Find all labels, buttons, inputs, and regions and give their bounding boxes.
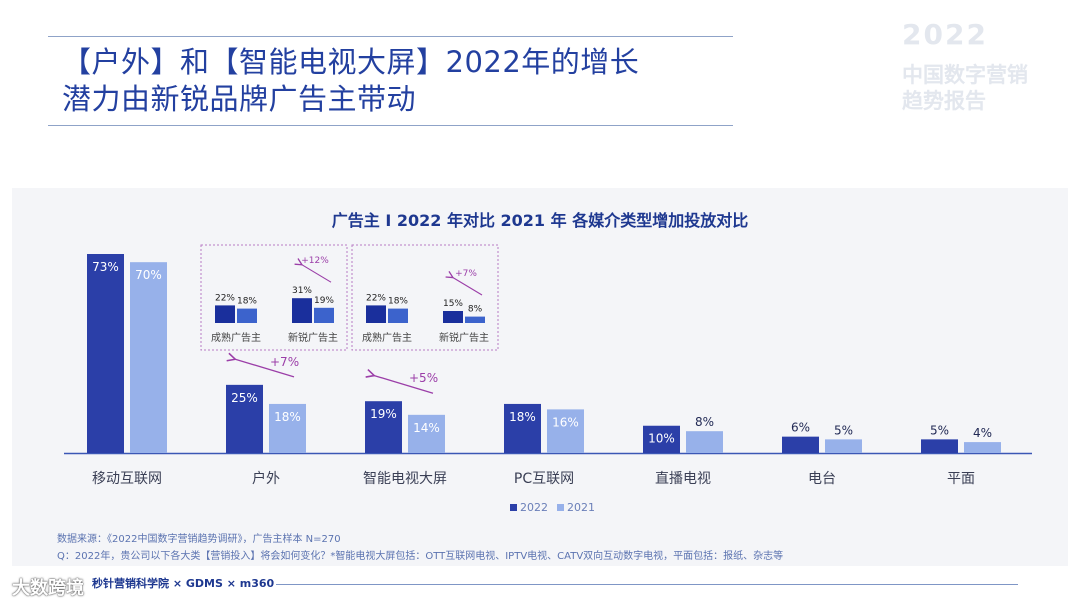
growth-arrow-0 xyxy=(234,359,295,378)
data-label-2021-2: 14% xyxy=(413,421,440,435)
inset-1-delta-1: +7% xyxy=(455,269,477,279)
legend-label-2022: 2022 xyxy=(520,501,548,514)
inset-0-label-1-0: 31% xyxy=(292,286,312,296)
inset-0-group-label-0: 成熟广告主 xyxy=(211,331,261,344)
inset-0-bar-1-0 xyxy=(292,298,312,323)
data-label-2021-0: 70% xyxy=(135,268,162,282)
title-top-rule xyxy=(48,36,733,37)
x-tick-label-3: PC互联网 xyxy=(514,471,574,487)
data-label-2022-0: 73% xyxy=(92,260,119,274)
page-title-line-2: 潜力由新锐品牌广告主带动 xyxy=(62,82,417,116)
bar-2021-3 xyxy=(547,409,584,453)
x-tick-label-5: 电台 xyxy=(808,471,836,487)
data-source-note: 数据来源：《2022中国数字营销趋势调研》，广告主样本 N=270 xyxy=(57,534,341,545)
bar-2022-1 xyxy=(226,384,263,453)
inset-0-arrow-1 xyxy=(301,264,332,283)
inset-1-label-0-0: 22% xyxy=(366,293,386,303)
data-label-2021-1: 18% xyxy=(274,410,301,424)
bar-2022-6 xyxy=(921,439,958,453)
inset-1-bar-1-0 xyxy=(443,311,463,323)
report-logo-subtitle: 中国数字营销 趋势报告 xyxy=(902,62,1028,114)
inset-1-bar-0-0 xyxy=(366,305,386,323)
inset-0-label-0-1: 18% xyxy=(237,297,257,307)
inset-1-group-label-0: 成熟广告主 xyxy=(362,331,412,344)
bar-2022-3 xyxy=(504,403,541,453)
data-label-2022-5: 6% xyxy=(791,421,810,435)
page-title-line-1: 【户外】和【智能电视大屏】2022年的增长 xyxy=(62,45,640,79)
inset-1-group-label-1: 新锐广告主 xyxy=(439,331,489,344)
bar-2021-4 xyxy=(686,431,723,453)
inset-1-label-0-1: 18% xyxy=(388,297,408,307)
report-logo-subtitle-line-2: 趋势报告 xyxy=(902,89,986,113)
data-label-2022-3: 18% xyxy=(509,410,536,424)
data-label-2021-4: 8% xyxy=(695,415,714,429)
data-label-2021-3: 16% xyxy=(552,415,579,429)
bar-2022-5 xyxy=(782,436,819,453)
inset-0-bar-0-1 xyxy=(237,308,257,323)
inset-0-group-label-1: 新锐广告主 xyxy=(288,331,338,344)
inset-0-bar-0-0 xyxy=(215,305,235,323)
bar-2021-2 xyxy=(408,414,445,453)
inset-0-label-0-0: 22% xyxy=(215,293,235,303)
report-logo-subtitle-line-1: 中国数字营销 xyxy=(902,63,1028,87)
growth-label-1: +5% xyxy=(409,371,438,385)
report-logo-year: 2022 xyxy=(902,18,988,51)
data-label-2022-4: 10% xyxy=(648,432,675,446)
footer-rule xyxy=(276,584,1018,585)
data-label-2022-1: 25% xyxy=(231,391,258,405)
x-tick-label-4: 直播电视 xyxy=(655,470,711,487)
legend-label-2021: 2021 xyxy=(567,501,595,514)
x-tick-label-1: 户外 xyxy=(252,470,280,487)
inset-0-bar-1-1 xyxy=(314,307,334,323)
growth-arrow-1 xyxy=(373,375,434,394)
bar-2021-0 xyxy=(130,262,167,453)
inset-1-label-1-0: 15% xyxy=(443,299,463,309)
chart-panel: 广告主 I 2022 年对比 2021 年 各媒介类型增加投放对比 xyxy=(12,188,1068,566)
data-label-2022-6: 5% xyxy=(930,423,949,437)
data-label-2021-6: 4% xyxy=(973,426,992,440)
inset-0-label-1-1: 19% xyxy=(314,296,334,306)
partner-logos: 秒针营销科学院 × GDMS × m360 xyxy=(92,577,275,590)
legend-swatch-2021 xyxy=(557,504,564,511)
data-label-2021-5: 5% xyxy=(834,423,853,437)
watermark-text: 大数跨境 xyxy=(12,578,84,599)
bar-2021-6 xyxy=(964,442,1001,453)
page-title: 【户外】和【智能电视大屏】2022年的增长 潜力由新锐品牌广告主带动 xyxy=(62,44,639,118)
x-tick-label-6: 平面 xyxy=(947,471,975,487)
chart-title: 广告主 I 2022 年对比 2021 年 各媒介类型增加投放对比 xyxy=(331,211,749,230)
x-tick-label-0: 移动互联网 xyxy=(92,471,162,487)
inset-1-label-1-1: 8% xyxy=(468,305,483,315)
legend-swatch-2022 xyxy=(510,504,517,511)
bar-2022-0 xyxy=(87,254,124,453)
title-bottom-rule xyxy=(48,125,733,126)
bar-2022-4 xyxy=(643,425,680,453)
inset-box-0 xyxy=(200,244,348,351)
inset-1-bar-1-1 xyxy=(465,316,485,323)
survey-question-note: Q：2022年，贵公司以下各大类【营销投入】将会如何变化？*智能电视大屏包括：O… xyxy=(57,551,784,562)
inset-1-bar-0-1 xyxy=(388,308,408,323)
data-label-2022-2: 19% xyxy=(370,407,397,421)
inset-0-delta-1: +12% xyxy=(301,256,329,266)
inset-1-arrow-1 xyxy=(452,277,483,296)
growth-label-0: +7% xyxy=(270,355,299,369)
inset-box-1 xyxy=(351,244,499,351)
x-tick-label-2: 智能电视大屏 xyxy=(363,471,447,487)
bar-2021-5 xyxy=(825,439,862,453)
bar-2021-1 xyxy=(269,403,306,453)
bar-2022-2 xyxy=(365,401,402,453)
